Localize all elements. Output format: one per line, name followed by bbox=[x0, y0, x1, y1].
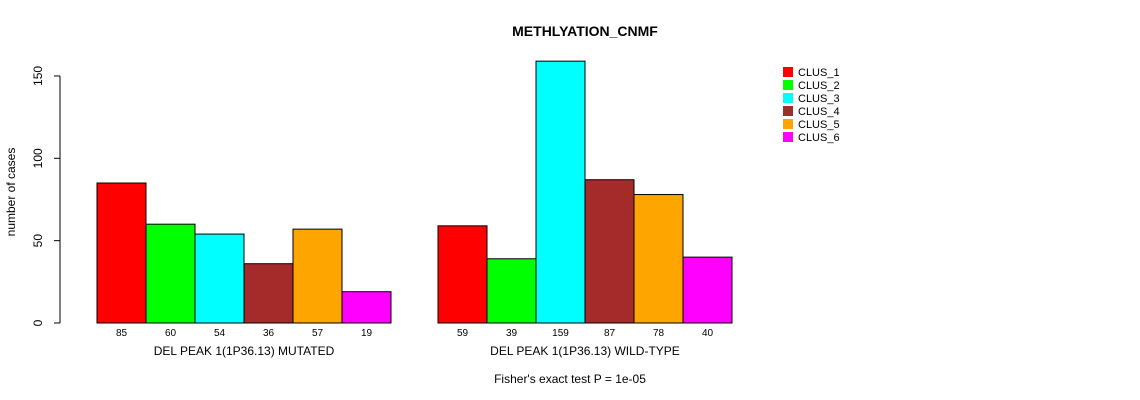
bar-clus-1-group-1 bbox=[96, 182, 147, 324]
category-label-1: DEL PEAK 1(1P36.13) MUTATED bbox=[154, 344, 335, 358]
bar-value-label: 40 bbox=[702, 328, 714, 339]
bar-value-label: 78 bbox=[653, 328, 665, 339]
y-tick-label: 0 bbox=[31, 319, 45, 326]
bar-clus-5-group-1 bbox=[292, 228, 343, 324]
bar-clus-2-group-1 bbox=[145, 223, 196, 324]
category-label-2: DEL PEAK 1(1P36.13) WILD-TYPE bbox=[490, 344, 680, 358]
legend-swatch-clus-4 bbox=[783, 106, 793, 116]
legend-label: CLUS_3 bbox=[798, 93, 840, 105]
bar-value-label: 159 bbox=[552, 328, 569, 339]
bar-clus-2-group-2 bbox=[486, 258, 537, 324]
bar-value-label: 39 bbox=[506, 328, 518, 339]
bar-clus-6-group-2 bbox=[682, 256, 733, 324]
bar-value-label: 85 bbox=[116, 328, 128, 339]
bars bbox=[96, 60, 733, 324]
y-axis: 0 50 100 150 bbox=[31, 66, 61, 326]
bar-clus-3-group-1 bbox=[194, 233, 245, 324]
legend-swatch-clus-3 bbox=[783, 93, 793, 103]
legend-swatch-clus-6 bbox=[783, 132, 793, 142]
legend-swatch-clus-5 bbox=[783, 119, 793, 129]
y-tick-label: 50 bbox=[31, 234, 45, 248]
legend-label: CLUS_1 bbox=[798, 67, 840, 79]
group-labels: DEL PEAK 1(1P36.13) MUTATED DEL PEAK 1(1P… bbox=[154, 344, 680, 358]
bar-value-label: 57 bbox=[312, 328, 324, 339]
bar-clus-4-group-2 bbox=[584, 179, 635, 324]
bar-clus-3-group-2 bbox=[535, 60, 586, 324]
y-tick-label: 100 bbox=[31, 148, 45, 168]
bar-clus-1-group-2 bbox=[437, 225, 488, 324]
bar-clus-5-group-2 bbox=[633, 194, 684, 324]
bar-clus-4-group-1 bbox=[243, 263, 294, 324]
legend-swatch-clus-2 bbox=[783, 80, 793, 90]
bar-value-label: 59 bbox=[457, 328, 469, 339]
legend-label: CLUS_6 bbox=[798, 132, 840, 144]
legend-label: CLUS_4 bbox=[798, 106, 840, 118]
bar-value-label: 36 bbox=[263, 328, 275, 339]
bar-value-label: 19 bbox=[361, 328, 373, 339]
fisher-test-annotation: Fisher's exact test P = 1e-05 bbox=[494, 372, 646, 386]
y-axis-label: number of cases bbox=[4, 148, 18, 237]
bar-clus-6-group-1 bbox=[341, 291, 392, 324]
chart-title: METHLYATION_CNMF bbox=[512, 23, 658, 39]
legend-swatch-clus-1 bbox=[783, 67, 793, 77]
bar-value-label: 87 bbox=[604, 328, 616, 339]
bar-value-label: 54 bbox=[214, 328, 226, 339]
bar-value-label: 60 bbox=[165, 328, 177, 339]
data-labels: 85 60 54 36 57 19 59 39 159 87 78 40 bbox=[116, 328, 714, 339]
y-tick-label: 150 bbox=[31, 66, 45, 86]
legend-label: CLUS_5 bbox=[798, 119, 840, 131]
legend-label: CLUS_2 bbox=[798, 80, 840, 92]
